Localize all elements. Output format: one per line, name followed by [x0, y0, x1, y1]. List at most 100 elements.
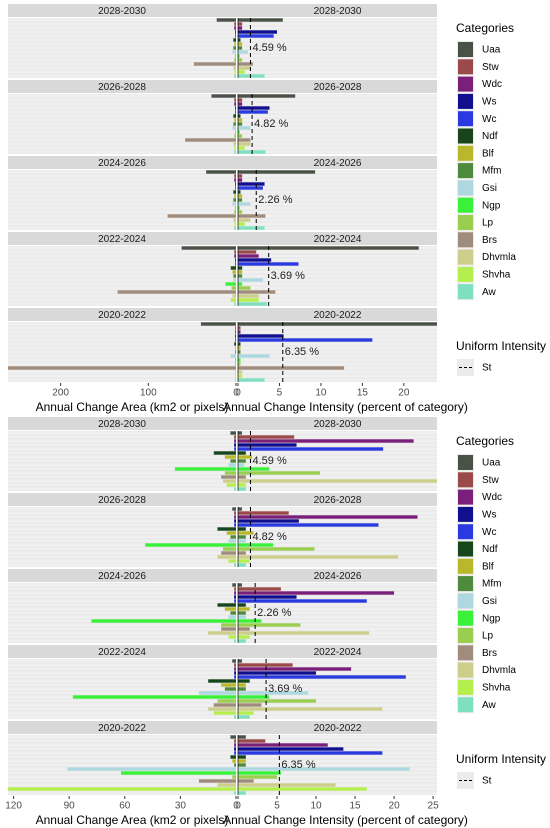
area-bar [234, 563, 236, 567]
area-bar [228, 615, 236, 619]
intensity-bar [238, 362, 241, 366]
area-bar [224, 607, 236, 611]
intensity-bar [238, 258, 272, 262]
x-axis-title: Annual Change Area (km2 or pixels) [36, 400, 229, 414]
facet-label: 2026-2028 [98, 495, 146, 506]
intensity-bar [238, 483, 246, 487]
area-bar [234, 519, 236, 523]
area-bar [234, 591, 236, 595]
area-bar [234, 523, 236, 527]
legend-swatch [458, 249, 473, 265]
area-bar [230, 354, 236, 358]
area-bar [235, 334, 236, 338]
intensity-bar [238, 250, 257, 254]
legend-label: St [482, 776, 492, 787]
intensity-bar [238, 346, 241, 350]
area-bar [234, 70, 236, 74]
area-bar [235, 110, 236, 114]
intensity-bar [238, 747, 344, 751]
uniform-label: 6.35 % [285, 346, 319, 358]
legend-swatch [458, 93, 473, 109]
intensity-bar [238, 26, 243, 30]
area-bar [221, 623, 236, 627]
intensity-bar [238, 294, 259, 298]
x-tick-label: 60 [119, 801, 131, 812]
intensity-bar [238, 431, 242, 435]
intensity-bar [238, 587, 281, 591]
intensity-bar [238, 739, 266, 743]
intensity-bar [238, 330, 241, 334]
intensity-bar [238, 358, 241, 362]
legend-label: Gsi [482, 183, 497, 194]
legend-label: Stw [482, 62, 499, 73]
intensity-bar [238, 603, 246, 607]
area-bar [213, 711, 236, 715]
area-bar [233, 218, 236, 222]
intensity-bar [238, 326, 241, 330]
legend-label: Lp [482, 218, 494, 229]
area-bar [208, 679, 236, 683]
area-bar [145, 543, 236, 547]
area-bar [235, 54, 236, 58]
area-bar [232, 202, 236, 206]
area-bar [224, 471, 236, 475]
intensity-bar [238, 539, 246, 543]
area-bar [224, 455, 236, 459]
intensity-bar [238, 138, 251, 142]
intensity-bar [238, 519, 299, 523]
x-tick-label: 100 [140, 388, 157, 399]
intensity-bar [238, 623, 301, 627]
intensity-bar [238, 302, 268, 306]
legend-swatch [458, 593, 473, 609]
area-bar [221, 683, 236, 687]
area-bar [91, 619, 236, 623]
area-bar [234, 715, 236, 719]
area-bar [234, 342, 236, 346]
legend-label: Dhvmla [482, 665, 516, 676]
facet-label: 2026-2028 [98, 82, 146, 93]
legend-label: Shvha [482, 270, 511, 281]
intensity-bar [238, 439, 414, 443]
area-bar [233, 198, 236, 202]
intensity-bar [238, 555, 398, 559]
x-tick-label: 120 [5, 801, 22, 812]
area-bar [217, 783, 236, 787]
intensity-bar [238, 254, 259, 258]
intensity-bar [238, 366, 345, 370]
facet-strip [8, 80, 437, 93]
intensity-bar [238, 54, 240, 58]
uniform-label: 3.69 % [271, 270, 305, 282]
intensity-bar [238, 338, 373, 342]
area-bar [235, 338, 236, 342]
legend-label: Uaa [482, 458, 501, 469]
area-bar [208, 631, 236, 635]
intensity-bar [238, 350, 241, 354]
uniform-label: 4.59 % [252, 42, 286, 54]
intensity-bar [238, 174, 243, 178]
area-bar [233, 46, 236, 50]
area-bar [234, 763, 236, 767]
intensity-bar [238, 455, 253, 459]
facet-label: 2024-2026 [98, 571, 146, 582]
intensity-bar [238, 547, 315, 551]
x-tick-label: 5 [274, 801, 280, 812]
area-bar [117, 290, 236, 294]
intensity-bar [238, 599, 367, 603]
intensity-bar [238, 467, 270, 471]
area-bar [235, 186, 236, 190]
facet-strip [8, 156, 437, 169]
area-bar [234, 26, 236, 30]
facet-label: 2020-2022 [98, 310, 146, 321]
intensity-bar [238, 58, 243, 62]
area-bar [235, 30, 236, 34]
x-tick-label: 15 [357, 388, 369, 399]
area-bar [234, 435, 236, 439]
intensity-bar [238, 691, 309, 695]
area-bar [198, 691, 236, 695]
area-bar [234, 58, 236, 62]
area-bar [234, 210, 236, 214]
intensity-bar [238, 759, 246, 763]
intensity-bar [238, 707, 383, 711]
intensity-bar [238, 635, 250, 639]
intensity-bar [238, 74, 265, 78]
